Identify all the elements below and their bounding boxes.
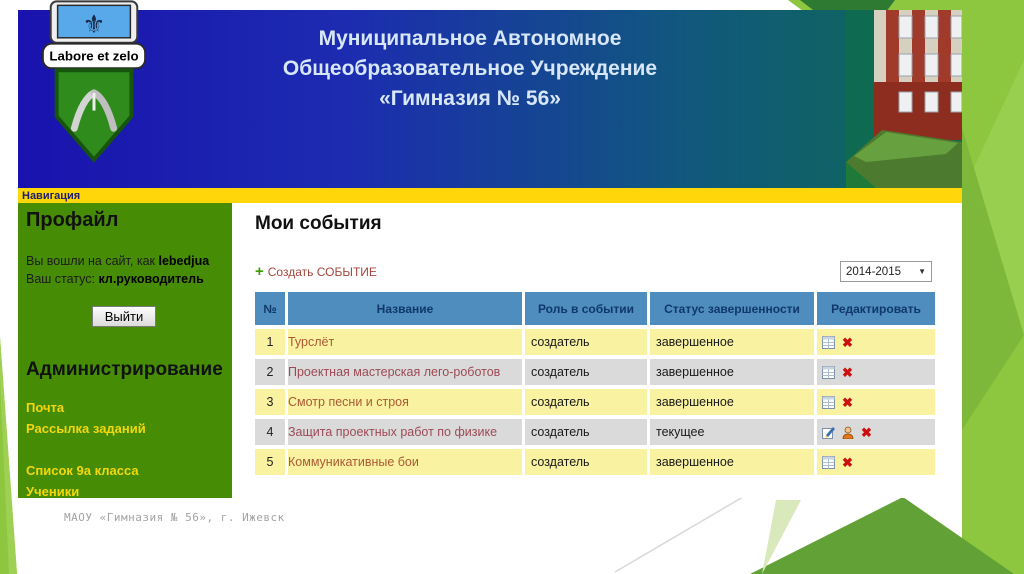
logout-button[interactable]: Выйти (91, 306, 157, 327)
delete-icon[interactable]: ✖ (842, 334, 853, 350)
delete-icon[interactable]: ✖ (842, 454, 853, 470)
decor-pale-triangle (762, 500, 801, 574)
event-name-link[interactable]: Защита проектных работ по физике (288, 425, 498, 439)
page-body: Профайл Вы вошли на сайт, как lebedjua В… (18, 203, 962, 499)
slide-footer: МАОУ «Гимназия № 56», г. Ижевск (64, 511, 285, 524)
emblem-laurel-right (90, 89, 118, 132)
admin-links: Почта Рассылка заданий Список 9а класса … (26, 397, 222, 502)
report-icon[interactable] (822, 455, 835, 469)
row-status: завершенное (650, 449, 814, 475)
person-icon[interactable] (842, 426, 854, 439)
row-status: текущее (650, 419, 814, 445)
navigation-label: Навигация (22, 189, 81, 202)
edit-icon[interactable] (822, 426, 835, 439)
sidebar-link-students[interactable]: Ученики (26, 484, 80, 499)
row-role: создатель (525, 419, 647, 445)
year-select-value: 2014-2015 (846, 265, 901, 278)
row-actions: ✖ (817, 359, 935, 385)
row-status: завершенное (650, 329, 814, 355)
col-header-name: Название (288, 292, 522, 325)
browser-page: Муниципальное Автономное Общеобразовател… (18, 10, 962, 499)
site-title-line2: Общеобразовательное Учреждение (282, 56, 658, 80)
status-value: кл.руководитель (98, 272, 204, 286)
event-name-link[interactable]: Коммуникативные бои (288, 455, 419, 469)
status-prefix: Ваш статус: (26, 272, 99, 286)
col-header-role: Роль в событии (525, 292, 647, 325)
year-select[interactable]: 2014-2015 ▼ (840, 261, 932, 282)
col-header-status: Статус завершенности (650, 292, 814, 325)
plus-icon: + (255, 262, 264, 280)
events-table: № Название Роль в событии Статус заверше… (255, 292, 935, 475)
row-actions: ✖ (817, 419, 935, 445)
admin-heading: Администрирование (26, 359, 223, 380)
report-icon[interactable] (822, 365, 835, 379)
main-content: Мои события + Создать СОБЫТИЕ 2014-2015 … (232, 203, 962, 498)
row-number: 4 (255, 419, 285, 445)
site-title-line3: «Гимназия № 56» (379, 86, 561, 110)
decor-left-sliver-light (0, 337, 17, 574)
sidebar-link-mail[interactable]: Почта (26, 400, 65, 415)
row-actions: ✖ (817, 389, 935, 415)
emblem-blue-panel (56, 4, 132, 39)
report-icon[interactable] (822, 335, 835, 349)
row-role: создатель (525, 359, 647, 385)
row-role: создатель (525, 449, 647, 475)
emblem-motto: Labore et zelo (49, 48, 138, 63)
decor-bottom-triangle (750, 497, 1014, 574)
login-line: Вы вошли на сайт, как lebedjua (26, 252, 222, 270)
event-name-link[interactable]: Смотр песни и строя (288, 395, 409, 409)
decor-facet-dark (962, 128, 1024, 430)
chevron-down-icon: ▼ (918, 267, 926, 276)
event-name-link[interactable]: Проектная мастерская лего-роботов (288, 365, 501, 379)
emblem-shield (54, 68, 134, 163)
status-line: Ваш статус: кл.руководитель (26, 270, 222, 288)
navigation-bar: Навигация (18, 188, 962, 203)
create-event-label: Создать СОБЫТИЕ (267, 264, 377, 279)
delete-icon[interactable]: ✖ (842, 394, 853, 410)
row-actions: ✖ (817, 449, 935, 475)
row-actions: ✖ (817, 329, 935, 355)
site-header: Муниципальное Автономное Общеобразовател… (18, 10, 962, 188)
event-name-link[interactable]: Турслёт (288, 335, 335, 349)
row-status: завершенное (650, 389, 814, 415)
school-building-photo (846, 10, 962, 188)
controls-row: + Создать СОБЫТИЕ 2014-2015 ▼ (255, 261, 932, 282)
row-status: завершенное (650, 359, 814, 385)
row-role: создатель (525, 329, 647, 355)
login-name: lebedjua (158, 254, 210, 268)
profile-heading: Профайл (26, 209, 119, 231)
sidebar: Профайл Вы вошли на сайт, как lebedjua В… (18, 203, 232, 499)
row-role: создатель (525, 389, 647, 415)
site-title-line1: Муниципальное Автономное (318, 27, 622, 50)
report-icon[interactable] (822, 395, 835, 409)
create-event-link[interactable]: + Создать СОБЫТИЕ (255, 262, 377, 280)
row-number: 5 (255, 449, 285, 475)
row-number: 1 (255, 329, 285, 355)
col-header-number: № (255, 292, 285, 325)
site-title: Муниципальное Автономное Общеобразовател… (168, 24, 772, 113)
delete-icon[interactable]: ✖ (861, 424, 872, 440)
sidebar-link-class-list[interactable]: Список 9а класса (26, 463, 139, 478)
login-prefix: Вы вошли на сайт, как (26, 254, 159, 268)
row-number: 3 (255, 389, 285, 415)
school-emblem: ⚜ Labore et zelo (41, 0, 147, 163)
sidebar-link-tasks[interactable]: Рассылка заданий (26, 421, 146, 436)
col-header-edit: Редактировать (817, 292, 935, 325)
emblem-figure-icon: ⚜ (83, 11, 106, 39)
delete-icon[interactable]: ✖ (842, 364, 853, 380)
row-number: 2 (255, 359, 285, 385)
page-title: Мои события (255, 213, 382, 234)
decor-thin-line (614, 493, 749, 573)
